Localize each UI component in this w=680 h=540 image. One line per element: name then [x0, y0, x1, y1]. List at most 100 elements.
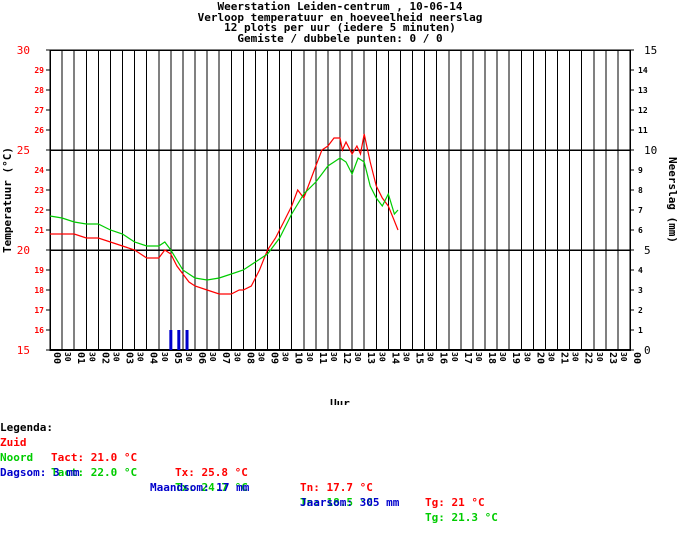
y-tick-label-left: 20 — [17, 244, 30, 257]
y-tick-label-right: 4 — [638, 266, 643, 275]
series-line-noord — [49, 157, 399, 281]
x-tick-label-hour: 17 — [462, 352, 473, 364]
y-tick-label-left: 18 — [34, 286, 44, 295]
x-tick-label-half: 30 — [184, 352, 193, 362]
x-axis-label: Uur — [330, 397, 350, 405]
y-tick-label-left: 16 — [34, 326, 44, 335]
y-tick-label-right: 14 — [638, 66, 648, 75]
legend-maandsom: Maandsom: 17 mm — [150, 481, 250, 494]
y-tick-label-left: 22 — [34, 206, 44, 215]
x-tick-label-half: 30 — [87, 352, 96, 362]
y-tick-label-right: 8 — [638, 186, 643, 195]
chart-subtitle-plots: 12 plots per uur (iedere 5 minuten) — [224, 21, 456, 34]
y-tick-label-left: 28 — [34, 86, 44, 95]
x-tick-label-hour: 22 — [583, 352, 594, 364]
x-tick-label-hour: 23 — [607, 352, 618, 364]
y-tick-label-right: 0 — [644, 344, 651, 357]
x-tick-label-hour: 06 — [196, 352, 207, 364]
x-tick-label-hour: 00 — [631, 352, 642, 364]
x-tick-label-hour: 08 — [244, 352, 255, 364]
y-tick-label-right: 1 — [638, 326, 643, 335]
x-tick-label-hour: 15 — [414, 352, 425, 364]
legend-zuid-tact: Tact: 21.0 °C — [51, 451, 138, 464]
y-tick-label-left: 15 — [17, 344, 30, 357]
x-tick-label-hour: 19 — [510, 352, 521, 364]
x-tick-label-half: 30 — [281, 352, 290, 362]
legend-row-rain: Dagsom: 3 mm Maandsom: 17 mm Jaarsom: 30… — [0, 450, 399, 509]
x-tick-label-half: 30 — [571, 352, 580, 362]
y-tick-label-left: 27 — [34, 106, 44, 115]
y-tick-label-right: 10 — [644, 144, 657, 157]
y-tick-label-left: 29 — [34, 66, 44, 75]
rain-bar — [185, 330, 189, 350]
x-tick-label-hour: 20 — [534, 352, 545, 364]
x-tick-label-hour: 12 — [341, 352, 352, 364]
legend-zuid-tg: Tg: 21 °C — [425, 496, 485, 509]
legend-row-noord: Noord Tact: 22.0 °C Tx: 24.7 °C Tn: 18.5… — [0, 435, 498, 524]
y-tick-label-left: 17 — [34, 306, 44, 315]
x-tick-label-half: 30 — [136, 352, 145, 362]
x-tick-label-half: 30 — [329, 352, 338, 362]
y-tick-label-left: 25 — [17, 144, 30, 157]
x-tick-label-hour: 11 — [317, 352, 328, 364]
x-tick-label-half: 30 — [63, 352, 72, 362]
x-tick-label-half: 30 — [546, 352, 555, 362]
x-tick-label-hour: 09 — [269, 352, 280, 364]
x-tick-label-half: 30 — [111, 352, 120, 362]
x-tick-label-hour: 05 — [172, 352, 183, 364]
weather-chart: 1516171819202122232425262728293001234567… — [1, 44, 679, 405]
legend-row-zuid: Zuid Tact: 21.0 °C Tx: 25.8 °C Tn: 17.7 … — [0, 420, 485, 509]
x-tick-label-hour: 01 — [75, 352, 86, 364]
x-tick-label-half: 30 — [595, 352, 604, 362]
legend-title-row: Legenda: — [0, 405, 53, 434]
y-tick-label-left: 23 — [34, 186, 44, 195]
y-tick-label-right: 11 — [638, 126, 648, 135]
y-tick-label-right: 6 — [638, 226, 643, 235]
legend-title: Legenda: — [0, 421, 53, 434]
y-axis-label-left: Temperatuur (°C) — [1, 147, 14, 253]
x-tick-label-hour: 18 — [486, 352, 497, 364]
legend-zuid-tn: Tn: 17.7 °C — [300, 481, 373, 494]
y-axis-label-right: Neerslag (mm) — [666, 157, 679, 243]
legend-noord-name: Noord — [0, 451, 34, 464]
y-tick-label-left: 19 — [34, 266, 44, 275]
x-tick-label-hour: 07 — [220, 352, 231, 364]
x-tick-label-hour: 04 — [148, 352, 159, 364]
x-tick-label-hour: 21 — [559, 352, 570, 364]
series-line-zuid — [50, 133, 399, 295]
y-tick-label-left: 21 — [34, 226, 44, 235]
y-tick-label-left: 30 — [17, 44, 30, 57]
x-tick-label-hour: 02 — [99, 352, 110, 364]
legend-zuid-tx: Tx: 25.8 °C — [175, 466, 248, 479]
x-tick-label-half: 30 — [160, 352, 169, 362]
legend-noord-tg: Tg: 21.3 °C — [425, 511, 498, 524]
x-tick-label-hour: 10 — [293, 352, 304, 364]
x-tick-label-half: 30 — [474, 352, 483, 362]
x-tick-label-half: 30 — [256, 352, 265, 362]
x-tick-label-half: 30 — [522, 352, 531, 362]
y-tick-label-right: 12 — [638, 106, 648, 115]
y-tick-label-right: 3 — [638, 286, 643, 295]
chart-title: Weerstation Leiden-centrum , 10-06-14 — [217, 0, 463, 13]
y-tick-label-right: 2 — [638, 306, 643, 315]
rain-bar — [169, 330, 173, 350]
y-tick-label-right: 13 — [638, 86, 648, 95]
x-tick-label-hour: 00 — [51, 352, 62, 364]
x-tick-label-hour: 03 — [124, 352, 135, 364]
legend-zuid-name: Zuid — [0, 436, 27, 449]
x-tick-label-half: 30 — [232, 352, 241, 362]
chart-subtitle: Verloop temperatuur en hoeveelheid neers… — [197, 10, 483, 24]
x-tick-label-half: 30 — [450, 352, 459, 362]
x-tick-label-half: 30 — [426, 352, 435, 362]
y-tick-label-right: 9 — [638, 166, 643, 175]
x-tick-label-half: 30 — [401, 352, 410, 362]
x-tick-label-hour: 16 — [438, 352, 449, 364]
x-tick-label-half: 30 — [619, 352, 628, 362]
legend-jaarsom: Jaarsom: 305 mm — [300, 496, 400, 509]
chart-titles: Weerstation Leiden-centrum , 10-06-14 Ve… — [0, 0, 680, 44]
x-tick-label-hour: 13 — [365, 352, 376, 364]
x-tick-label-half: 30 — [377, 352, 386, 362]
y-tick-label-right: 15 — [644, 44, 657, 57]
rain-bar — [177, 330, 181, 350]
x-tick-label-half: 30 — [353, 352, 362, 362]
